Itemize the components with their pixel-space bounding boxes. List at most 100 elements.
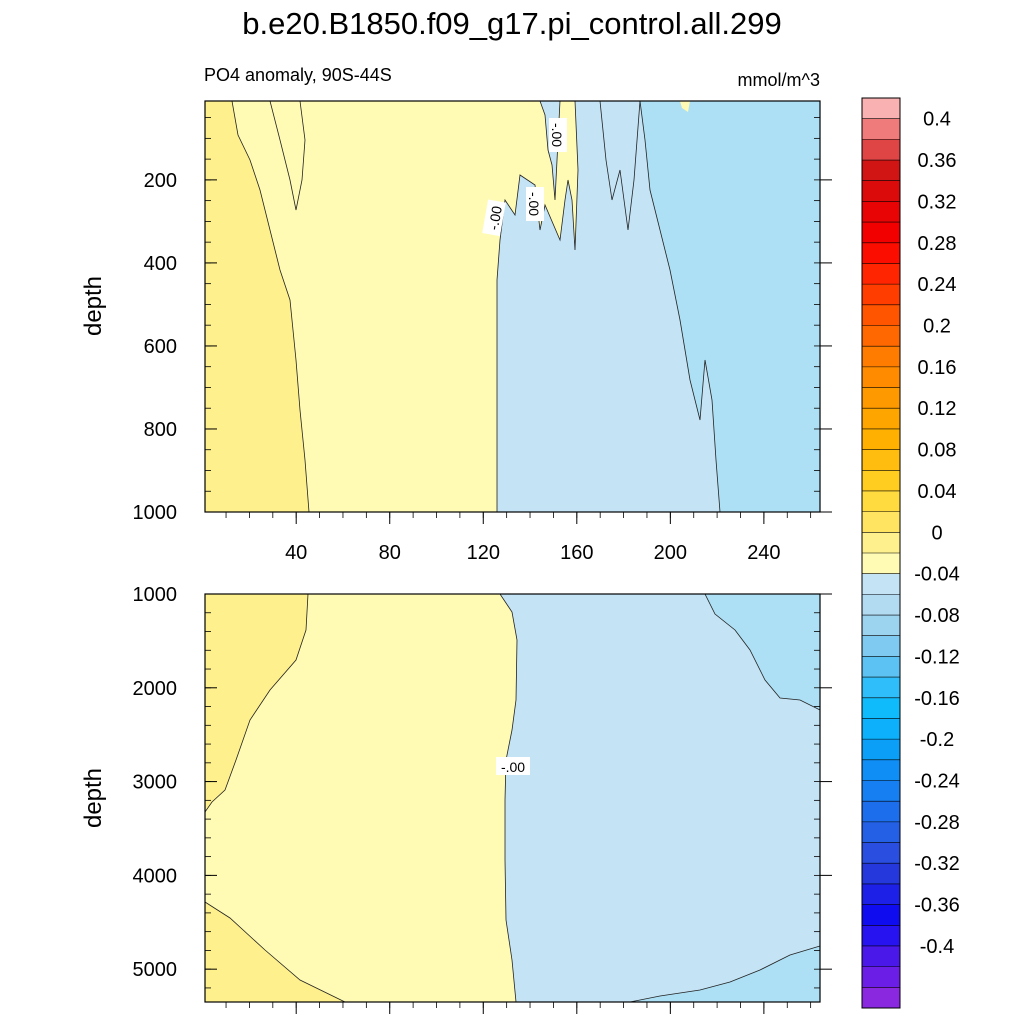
colorbar-tick-label: -0.24 [914,771,960,793]
contour-label: -.00 [549,118,567,152]
colorbar-swatch [862,490,900,512]
y-tick-label: 5000 [133,959,178,981]
colorbar-swatch [862,966,900,988]
upper-y-axis: 200 400 600 800 1000 [133,117,832,524]
lower-region-low [630,946,820,1002]
colorbar-tick-label: -0.4 [920,936,954,958]
colorbar-swatch [862,573,900,595]
contour-label: -.00 [496,757,530,775]
colorbar-swatch [862,615,900,637]
y-tick-label: 1000 [133,584,178,606]
colorbar-swatch [862,842,900,864]
colorbar-swatch [862,408,900,430]
y-tick-label: 800 [144,419,177,441]
colorbar-frame [861,97,901,1009]
colorbar-swatch [862,718,900,740]
lower-contour-labels: -.00 [496,757,530,775]
contour-label-text: -.00 [485,205,505,232]
colorbar-swatch [862,284,900,306]
colorbar-swatch [862,925,900,947]
y-tick-label: 3000 [133,772,178,794]
colorbar-swatch [862,697,900,719]
colorbar-swatch [862,180,900,202]
contour-label-text: -.00 [526,192,542,216]
lower-y-axis-title: depth [80,768,107,828]
contour-label-text: -.00 [501,759,525,775]
contour-line [704,593,821,711]
colorbar-swatch [862,739,900,761]
contour-line [269,100,306,211]
colorbar-swatch [862,263,900,285]
colorbar-tick-label: 0.16 [918,357,957,379]
contour-line [204,100,310,513]
colorbar-tick-label: 0 [931,522,942,544]
contour-line [599,100,641,231]
contour-label-box [526,187,544,221]
colorbar-swatch [862,242,900,264]
colorbar-swatch [862,325,900,347]
y-tick-label: 200 [144,170,177,192]
contour-label-text: -.00 [549,123,565,147]
x-tick-label: 200 [654,542,687,564]
upper-frame [204,100,821,513]
colorbar-swatch [862,987,900,1009]
y-tick-label: 1000 [133,502,178,524]
colorbar-swatch [862,656,900,678]
upper-x-axis: 40 80 120 160 200 240 [225,512,812,564]
upper-patch [438,101,460,125]
colorbar-swatch [862,366,900,388]
colorbar-tick-label: -0.08 [914,605,960,627]
colorbar-swatch [862,677,900,699]
lower-region-pos [205,594,517,1002]
colorbar-swatch [862,780,900,802]
colorbar-swatch [862,904,900,926]
upper-contour-labels: -.00 -.00 -.00 [482,118,567,237]
colorbar-swatch [862,532,900,554]
contour-label-box [482,199,506,237]
colorbar-swatch [862,553,900,574]
x-tick-label: 120 [467,542,500,564]
colorbar-tick-label: -0.2 [920,729,954,751]
x-tick-label: 80 [379,542,401,564]
x-tick-label: 160 [560,542,593,564]
contour-label-box [496,757,530,775]
colorbar-swatch [862,139,900,161]
lower-region-high [205,594,308,812]
colorbar-swatch [862,594,900,616]
contour-line [204,100,579,513]
upper-patch [680,101,690,112]
upper-y-axis-title: depth [80,276,107,336]
colorbar-swatch [862,883,900,905]
chart-subtitle: PO4 anomaly, 90S-44S [204,65,392,85]
contour-line [204,593,518,1003]
x-tick-label: 40 [285,542,307,564]
chart-title: b.e20.B1850.f09_g17.pi_control.all.299 [242,6,782,41]
y-tick-label: 400 [144,253,177,275]
colorbar-swatch [862,98,900,119]
lower-y-axis: 1000 2000 3000 4000 5000 [133,584,832,989]
colorbar-swatch [862,635,900,657]
colorbar-tick-label: 0.28 [918,233,957,255]
contour-label: -.00 [526,187,544,221]
colorbar-tick-label: -0.04 [914,564,960,586]
colorbar-swatch [862,428,900,450]
contour-label-box [549,118,567,152]
colorbar-swatch [862,346,900,368]
colorbar-swatch [862,118,900,140]
upper-plot-area [205,101,820,512]
colorbar-tick-label: -0.36 [914,895,960,917]
colorbar-swatch [862,304,900,326]
colorbar-tick-label: 0.2 [923,316,951,338]
colorbar-swatch [862,470,900,492]
colorbar-tick-label: 0.36 [918,150,957,172]
colorbar-swatch [862,160,900,182]
colorbar-swatch [862,449,900,471]
colorbar-tick-label: -0.12 [914,646,960,668]
contour-line [639,100,821,513]
upper-region-low [640,101,820,512]
colorbar-tick-label: 0.04 [918,481,957,503]
x-tick-label: 240 [747,542,780,564]
colorbar-swatch [862,511,900,533]
colorbar-tick-label: 0.24 [918,274,957,296]
